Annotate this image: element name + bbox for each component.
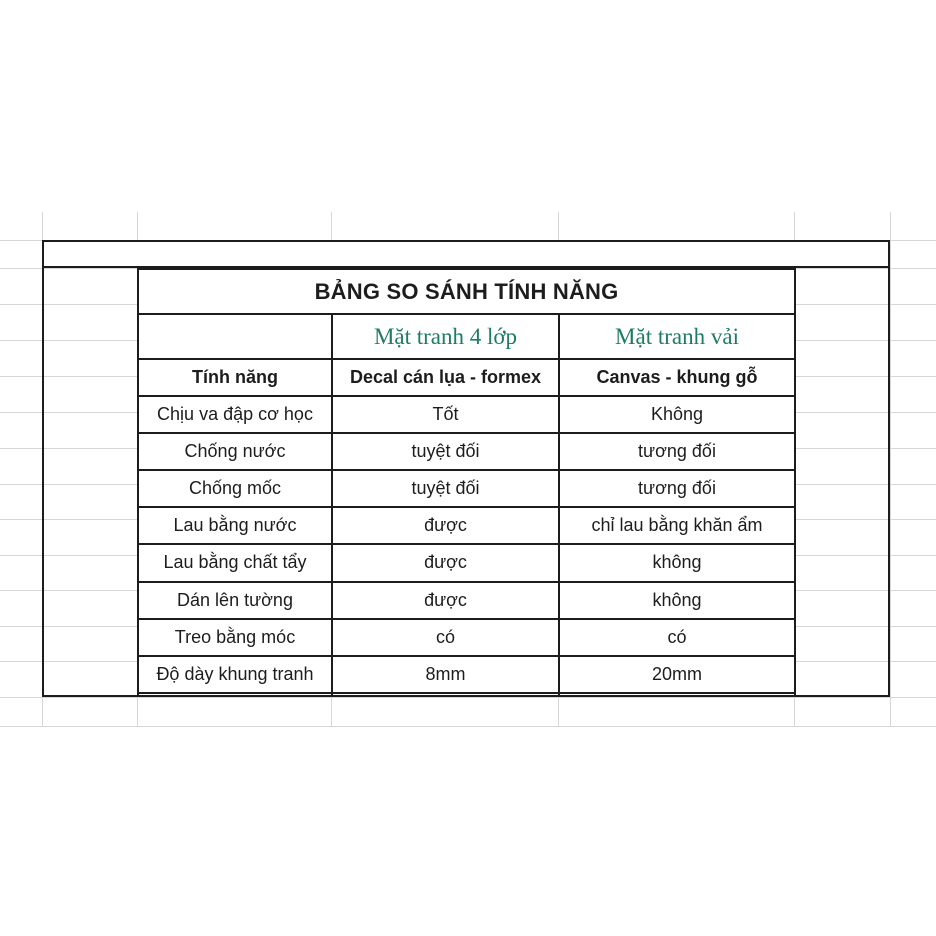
group-header-mat-tranh-vai: Mặt tranh vải — [557, 313, 797, 361]
group-header-row: Mặt tranh 4 lớp Mặt tranh vải — [137, 313, 797, 361]
sheet-gridline-horizontal — [0, 697, 936, 698]
table-row: Treo bằng móc có có — [137, 617, 797, 657]
table-row: Lau bằng chất tẩy được không — [137, 543, 797, 583]
empty-bottom-row — [137, 691, 797, 698]
value-4lop-cell: tuyệt đối — [331, 432, 560, 472]
value-vai-cell: Không — [557, 395, 797, 435]
column-header-canvas: Canvas - khung gỗ — [557, 358, 797, 398]
value-vai-cell: không — [557, 543, 797, 583]
feature-comparison-table: BẢNG SO SÁNH TÍNH NĂNG Mặt tranh 4 lớp M… — [136, 267, 797, 698]
feature-cell: Lau bằng nước — [137, 506, 333, 546]
table-row: Chịu va đập cơ học Tốt Không — [137, 395, 797, 435]
value-4lop-cell: được — [331, 543, 560, 583]
feature-cell: Chống nước — [137, 432, 333, 472]
feature-cell: Chống mốc — [137, 469, 333, 509]
table-row: Lau bằng nước được chỉ lau bằng khăn ẩm — [137, 506, 797, 546]
table-row: Độ dày khung tranh 8mm 20mm — [137, 654, 797, 694]
column-header-tinh-nang: Tính năng — [137, 358, 333, 398]
value-vai-cell: không — [557, 580, 797, 620]
sheet-gridline-horizontal — [0, 726, 936, 727]
group-header-mat-tranh-4-lop: Mặt tranh 4 lớp — [331, 313, 560, 361]
table-title-row: BẢNG SO SÁNH TÍNH NĂNG — [136, 267, 797, 316]
column-header-row: Tính năng Decal cán lụa - formex Canvas … — [137, 358, 797, 398]
table-row: Chống mốc tuyệt đối tương đối — [137, 469, 797, 509]
empty-cell — [557, 691, 797, 698]
empty-cell — [331, 691, 560, 698]
feature-cell: Treo bằng móc — [137, 617, 333, 657]
sheet-gridline-vertical — [890, 212, 891, 726]
empty-cell — [137, 691, 333, 698]
value-4lop-cell: được — [331, 506, 560, 546]
feature-cell: Dán lên tường — [137, 580, 333, 620]
value-4lop-cell: Tốt — [331, 395, 560, 435]
value-4lop-cell: 8mm — [331, 654, 560, 694]
feature-cell: Lau bằng chất tẩy — [137, 543, 333, 583]
value-4lop-cell: được — [331, 580, 560, 620]
value-4lop-cell: có — [331, 617, 560, 657]
feature-cell: Độ dày khung tranh — [137, 654, 333, 694]
value-vai-cell: chỉ lau bằng khăn ẩm — [557, 506, 797, 546]
empty-top-row — [42, 240, 890, 268]
table-title: BẢNG SO SÁNH TÍNH NĂNG — [136, 267, 797, 316]
group-header-empty-cell — [137, 313, 333, 361]
value-vai-cell: tương đối — [557, 432, 797, 472]
value-vai-cell: 20mm — [557, 654, 797, 694]
table-row: Chống nước tuyệt đối tương đối — [137, 432, 797, 472]
column-header-decal: Decal cán lụa - formex — [331, 358, 560, 398]
feature-cell: Chịu va đập cơ học — [137, 395, 333, 435]
table-row: Dán lên tường được không — [137, 580, 797, 620]
value-4lop-cell: tuyệt đối — [331, 469, 560, 509]
value-vai-cell: có — [557, 617, 797, 657]
value-vai-cell: tương đối — [557, 469, 797, 509]
